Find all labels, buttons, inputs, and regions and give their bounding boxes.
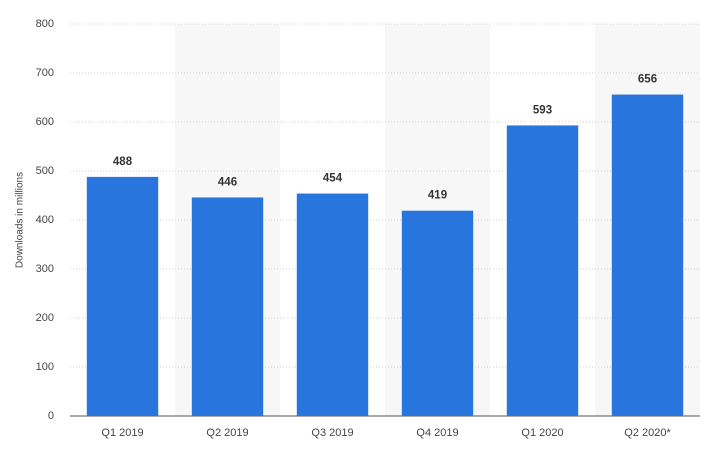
- bar: [401, 210, 474, 416]
- value-label: 454: [323, 173, 343, 185]
- x-tick-label: Q2 2019: [206, 427, 248, 439]
- value-label: 656: [638, 74, 657, 86]
- value-label: 419: [428, 190, 447, 202]
- bar: [191, 197, 264, 416]
- y-tick-label: 400: [36, 214, 54, 226]
- x-tick-label: Q1 2019: [101, 427, 143, 439]
- value-label: 593: [533, 104, 552, 116]
- y-tick-label: 0: [48, 410, 54, 422]
- value-label: 446: [218, 176, 237, 188]
- bar: [506, 125, 579, 417]
- bar: [611, 94, 684, 416]
- y-tick-label: 600: [36, 116, 54, 128]
- x-tick-label: Q2 2020*: [624, 427, 671, 439]
- x-tick-label: Q1 2020: [521, 427, 563, 439]
- y-tick-label: 300: [36, 263, 54, 275]
- bar: [86, 176, 159, 416]
- value-label: 488: [113, 156, 133, 168]
- y-tick-label: 100: [36, 361, 54, 373]
- bar: [296, 193, 369, 416]
- x-tick-label: Q3 2019: [311, 427, 353, 439]
- x-tick-label: Q4 2019: [416, 427, 458, 439]
- y-axis-label: Downloads in millions: [15, 172, 26, 268]
- y-tick-label: 700: [36, 67, 54, 79]
- y-tick-label: 200: [36, 312, 54, 324]
- y-tick-label: 500: [36, 165, 54, 177]
- y-tick-label: 800: [36, 18, 54, 30]
